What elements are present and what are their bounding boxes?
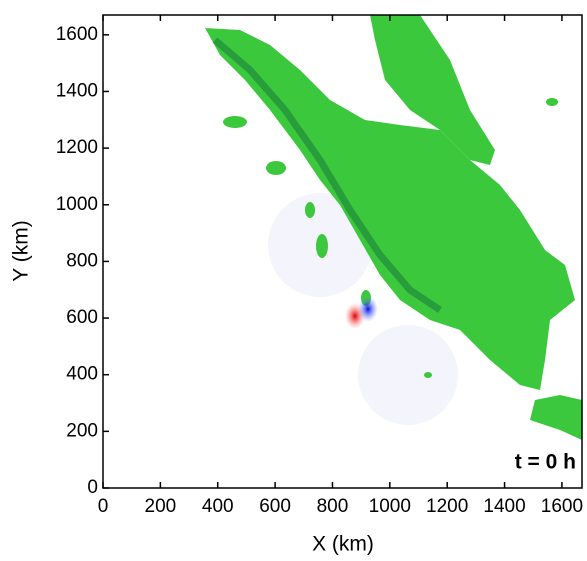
y-tick-label: 200 bbox=[66, 420, 98, 441]
island bbox=[266, 161, 286, 175]
island bbox=[316, 234, 328, 258]
x-tick-label: 1400 bbox=[483, 496, 525, 517]
land bbox=[530, 395, 582, 440]
y-tick-label: 1000 bbox=[56, 194, 98, 215]
x-tick-label: 1200 bbox=[426, 496, 468, 517]
x-axis-label: X (km) bbox=[312, 533, 374, 556]
y-tick-label: 0 bbox=[87, 477, 98, 498]
x-tick-label: 1600 bbox=[541, 496, 583, 517]
island bbox=[223, 116, 247, 128]
wave-field bbox=[358, 325, 458, 425]
wave-trough bbox=[358, 296, 378, 322]
island bbox=[424, 372, 432, 378]
island bbox=[546, 98, 558, 106]
x-tick-label: 800 bbox=[317, 496, 349, 517]
x-tick-label: 600 bbox=[259, 496, 291, 517]
y-tick-label: 400 bbox=[66, 364, 98, 385]
annotation: t = 0 h bbox=[515, 451, 576, 474]
island bbox=[305, 202, 315, 218]
y-tick-label: 1200 bbox=[56, 137, 98, 158]
y-tick-label: 1600 bbox=[56, 24, 98, 45]
x-tick-label: 200 bbox=[145, 496, 177, 517]
chart: t = 0 h X (km) Y (km) 0 200 400 600 800 1000 1… bbox=[0, 0, 587, 556]
x-tick-label: 0 bbox=[98, 496, 109, 517]
y-tick-label: 1400 bbox=[56, 80, 98, 101]
y-tick-label: 600 bbox=[66, 307, 98, 328]
map bbox=[205, 15, 582, 440]
x-tick-label: 1000 bbox=[369, 496, 411, 517]
x-tick-label: 400 bbox=[202, 496, 234, 517]
y-axis-label: Y (km) bbox=[10, 220, 33, 281]
y-tick-label: 800 bbox=[66, 250, 98, 271]
